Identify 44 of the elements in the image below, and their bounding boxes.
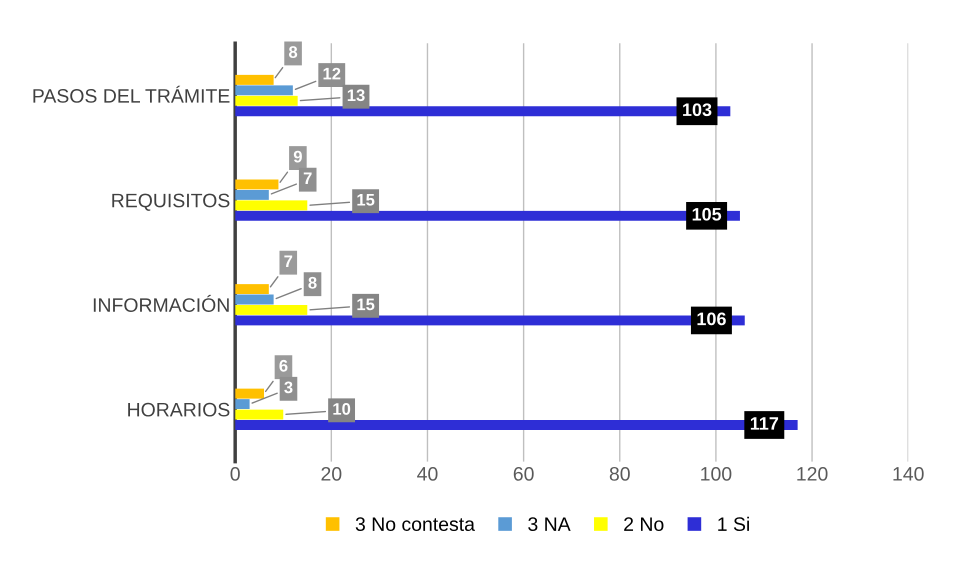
bar bbox=[235, 294, 274, 304]
bar bbox=[235, 388, 264, 399]
y-tick-label: REQUISITOS bbox=[112, 194, 230, 211]
data-label: 13 bbox=[348, 89, 365, 102]
bar bbox=[235, 85, 293, 96]
data-label: 6 bbox=[279, 360, 288, 372]
bar bbox=[235, 190, 269, 200]
x-tick-label: 0 bbox=[230, 466, 240, 481]
x-tick-label: 140 bbox=[893, 466, 924, 481]
y-tick-label: PASOS DEL TRÁMITE bbox=[33, 86, 230, 103]
data-label: 106 bbox=[697, 312, 726, 326]
x-tick-label: 100 bbox=[701, 466, 732, 481]
data-label: 8 bbox=[288, 46, 298, 58]
data-label: 12 bbox=[324, 68, 340, 80]
legend-label: 2 No bbox=[624, 517, 664, 532]
data-label: 105 bbox=[692, 208, 722, 221]
bar bbox=[235, 284, 269, 294]
data-label: 8 bbox=[308, 276, 317, 289]
y-tick-label: INFORMACIÓN bbox=[94, 294, 229, 312]
data-label: 103 bbox=[683, 103, 712, 116]
bar bbox=[235, 304, 308, 315]
bar bbox=[235, 410, 284, 420]
legend-label: 3 No contesta bbox=[356, 517, 475, 532]
bar bbox=[235, 96, 298, 106]
x-tick-label: 120 bbox=[797, 466, 828, 481]
data-label: 7 bbox=[304, 172, 312, 184]
x-tick-label: 80 bbox=[610, 466, 630, 481]
x-tick-label: 20 bbox=[321, 466, 342, 481]
legend-label: 1 Si bbox=[718, 516, 749, 532]
data-label: 117 bbox=[750, 417, 778, 430]
y-tick-label: HORARIOS bbox=[128, 402, 230, 417]
data-label: 15 bbox=[357, 194, 374, 206]
x-tick-label: 60 bbox=[514, 466, 534, 481]
bar bbox=[235, 74, 274, 85]
x-tick-label: 40 bbox=[417, 466, 438, 481]
data-label: 3 bbox=[284, 381, 293, 394]
data-label: 7 bbox=[284, 255, 292, 267]
data-label: 9 bbox=[294, 150, 302, 163]
bar bbox=[235, 399, 250, 410]
legend-label: 3 NA bbox=[528, 517, 571, 532]
data-label: 15 bbox=[357, 298, 374, 310]
data-label: 10 bbox=[333, 403, 350, 415]
bar bbox=[235, 179, 278, 190]
bar bbox=[235, 200, 308, 210]
